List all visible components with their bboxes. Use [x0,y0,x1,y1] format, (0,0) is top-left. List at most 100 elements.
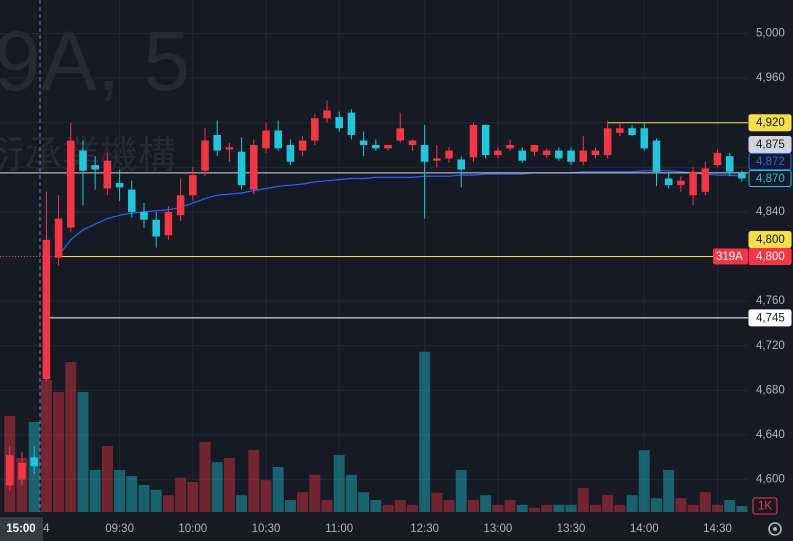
volume-bar [480,495,492,512]
volume-bar [40,380,52,512]
volume-bar [699,492,711,512]
volume-label-box [752,497,778,515]
candle-body [689,171,697,196]
volume-bar [406,504,418,512]
candle-body [225,147,234,150]
candle-body [494,150,502,156]
candle-body [5,455,14,486]
x-tick-label: 10:30 [252,523,281,535]
volume-bar [589,504,601,512]
x-tick-label: 10:00 [178,523,207,535]
volume-bar [492,504,504,512]
volume-label: 1K [758,501,772,513]
volume-bar [370,500,382,512]
candle-body [335,117,344,129]
price-label: 4,800 [756,234,785,246]
candle-body [164,211,173,236]
volume-bar [712,504,723,512]
volume-bar [150,489,162,512]
volume-bar [638,450,650,512]
volume-bar [724,500,736,512]
candle-body [103,160,112,189]
cursor-time: 15:00 [6,523,35,535]
price-label-box [748,169,792,187]
candle-body [54,218,63,258]
y-tick-label: 4,840 [756,206,785,218]
candle-body [616,128,624,133]
axes: 5,0004,9604,9204,8804,8404,8004,7604,720… [43,27,792,535]
x-tick-label: 14:30 [703,523,732,535]
candle-body [445,150,453,159]
volume-bar [528,507,540,512]
y-tick-label: 4,960 [756,72,785,84]
watermark-name: 衍承業機構 [0,135,176,177]
price-label-box [748,231,792,249]
candle-body [213,134,221,151]
volume-bar [419,351,431,512]
volume-bar [431,492,443,512]
volume-bar [675,498,687,512]
volume-bar [89,470,101,512]
candle-body [408,140,417,146]
candle-body [18,462,26,480]
price-label-box [748,135,792,153]
candle-body [140,211,148,220]
settings-icon[interactable] [768,522,782,536]
volume-bar [663,470,675,512]
volume-bar [321,500,333,512]
candle-body [603,128,612,156]
volume-bar [358,492,370,512]
candle-body [640,128,649,149]
volume-bar [443,500,455,512]
x-tick-label: 12:30 [410,523,439,535]
volume-bar [565,504,577,512]
volume-bar [248,450,260,512]
time-axis [0,514,748,541]
volume-bar [602,495,614,512]
candle-body [701,168,710,192]
candle-body [677,180,685,186]
candle-body [530,145,539,152]
price-label: 4,800 [756,251,785,263]
volume-bar [162,495,174,512]
volume-bar [736,506,748,512]
price-tag-box [713,248,748,265]
x-tick-label: 4 [43,523,50,535]
volume-bar [260,480,272,512]
candle-body [79,150,87,171]
y-tick-label: 4,720 [756,340,785,352]
candle-body [176,195,185,216]
candle-body [311,118,319,141]
volume-bar [138,485,150,512]
candle-body [555,150,563,159]
candle-body [115,182,124,188]
volume-bar [626,495,638,512]
volume-bar [541,504,553,512]
price-label: 4,920 [756,117,785,129]
candle-body [250,145,258,190]
candle-body [738,172,746,179]
volume-bar [223,458,235,512]
candle-body [433,158,441,161]
grid [0,0,748,512]
candle-body [396,128,405,141]
candles [5,100,746,491]
volume-bar [504,500,516,512]
candle-body [298,140,307,151]
candle-body [384,145,392,149]
price-label: 4,870 [756,173,785,185]
volume-bar [199,441,211,512]
volume-bar [53,392,65,512]
candle-body [347,112,356,135]
candle-body [542,150,551,156]
volume-bar [650,498,662,512]
y-tick-label: 4,680 [756,384,785,396]
watermark-symbol: 9A, 5 [0,14,190,108]
candle-body [237,151,246,186]
candle-body [713,152,722,166]
volume-bar [309,474,321,512]
price-label-box [748,248,792,266]
